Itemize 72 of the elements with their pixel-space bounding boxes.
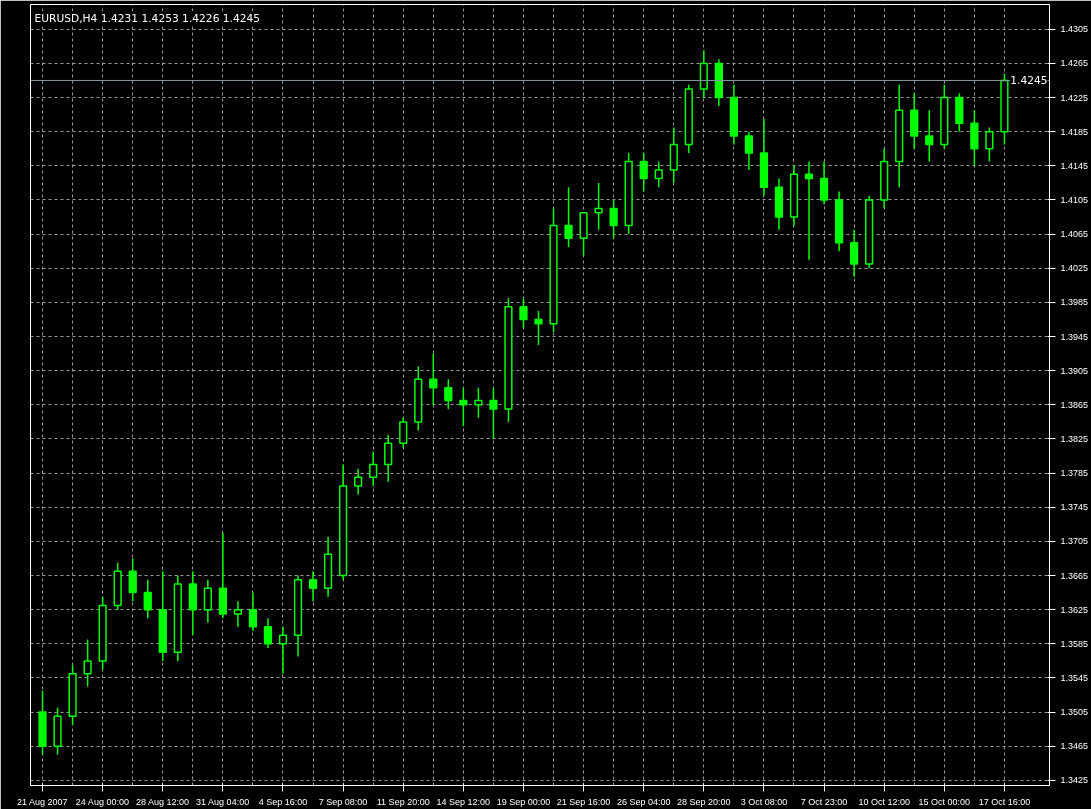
y-tick-label: 1.4105 bbox=[1060, 194, 1089, 205]
x-tick-label: 4 Sep 16:00 bbox=[258, 796, 308, 807]
candlestick bbox=[819, 160, 829, 205]
y-tick-label: 1.4265 bbox=[1060, 58, 1089, 69]
x-tick-label: 14 Sep 12:00 bbox=[436, 796, 491, 807]
candlestick bbox=[278, 625, 288, 675]
x-tick-label: 7 Oct 23:00 bbox=[800, 796, 848, 807]
candlestick bbox=[519, 297, 528, 329]
candlestick bbox=[459, 386, 468, 427]
y-tick-label: 1.3985 bbox=[1060, 297, 1089, 308]
y-tick-label: 1.3825 bbox=[1060, 433, 1089, 444]
y-tick-label: 1.3785 bbox=[1060, 468, 1089, 479]
candlestick bbox=[143, 579, 152, 619]
x-tick-label: 7 Sep 08:00 bbox=[318, 796, 368, 807]
candlestick bbox=[444, 378, 453, 410]
candlestick bbox=[263, 617, 273, 649]
candlestick bbox=[83, 638, 92, 688]
y-tick-label: 1.4145 bbox=[1060, 160, 1089, 171]
y-tick-label: 1.3545 bbox=[1060, 672, 1089, 683]
y-tick-label: 1.4305 bbox=[1060, 24, 1089, 35]
y-tick-label: 1.4065 bbox=[1060, 229, 1089, 240]
y-tick-label: 1.4225 bbox=[1060, 92, 1089, 103]
candlestick bbox=[925, 109, 934, 163]
x-tick-label: 11 Sep 20:00 bbox=[376, 796, 430, 807]
x-tick-label: 17 Oct 16:00 bbox=[978, 796, 1031, 807]
candlestick bbox=[308, 570, 318, 602]
y-tick-label: 1.3705 bbox=[1060, 536, 1089, 547]
candlestick bbox=[354, 468, 363, 496]
candlestick bbox=[639, 152, 648, 193]
x-tick-label: 21 Aug 2007 bbox=[17, 796, 68, 807]
y-tick-label: 1.3465 bbox=[1060, 741, 1089, 752]
x-tick-label: 31 Aug 04:00 bbox=[196, 796, 250, 807]
y-tick-label: 1.3745 bbox=[1060, 502, 1089, 513]
candlestick bbox=[429, 352, 438, 406]
candlestick bbox=[128, 557, 137, 602]
candlestick bbox=[654, 160, 663, 188]
x-tick-label: 28 Sep 20:00 bbox=[677, 796, 731, 807]
candlestick bbox=[594, 182, 603, 231]
candlestick bbox=[233, 600, 243, 628]
candlestick bbox=[849, 229, 859, 278]
x-tick-label: 19 Sep 00:00 bbox=[496, 796, 551, 807]
candlestick bbox=[399, 416, 408, 449]
y-tick-label: 1.3425 bbox=[1060, 775, 1089, 786]
y-tick-label: 1.3865 bbox=[1060, 399, 1089, 410]
y-tick-label: 1.4185 bbox=[1060, 126, 1089, 137]
y-tick-label: 1.3505 bbox=[1060, 707, 1089, 718]
candlestick bbox=[203, 579, 212, 624]
y-tick-label: 1.3945 bbox=[1060, 331, 1089, 342]
x-tick-label: 15 Oct 00:00 bbox=[918, 796, 971, 807]
x-tick-label: 10 Oct 12:00 bbox=[858, 796, 910, 807]
x-tick-label: 21 Sep 16:00 bbox=[556, 796, 611, 807]
x-tick-label: 28 Aug 12:00 bbox=[135, 796, 190, 807]
x-tick-label: 24 Aug 00:00 bbox=[75, 796, 129, 807]
y-tick-label: 1.3665 bbox=[1060, 570, 1089, 581]
text: EURUSD,H4 1.4231 1.4253 1.4226 1.4245 bbox=[34, 11, 261, 25]
y-tick-label: 1.3625 bbox=[1060, 604, 1089, 615]
x-tick-label: 26 Sep 04:00 bbox=[616, 796, 671, 807]
candlestick bbox=[609, 199, 618, 240]
candlestick bbox=[744, 130, 754, 171]
candlestick bbox=[248, 591, 258, 632]
y-tick-label: 1.3585 bbox=[1060, 638, 1089, 649]
y-tick-label: 1.4025 bbox=[1060, 263, 1089, 274]
x-tick-label: 3 Oct 08:00 bbox=[740, 796, 788, 807]
candlestick bbox=[985, 126, 994, 163]
candlestick bbox=[369, 451, 378, 487]
candlestick bbox=[384, 433, 393, 483]
candlestick bbox=[489, 386, 498, 440]
y-tick-label: 1.3905 bbox=[1060, 365, 1089, 376]
candlestick bbox=[474, 386, 483, 419]
candlestick bbox=[534, 310, 543, 346]
ref-line-label: 1.4245 bbox=[1010, 74, 1048, 88]
candlestick bbox=[564, 186, 573, 248]
